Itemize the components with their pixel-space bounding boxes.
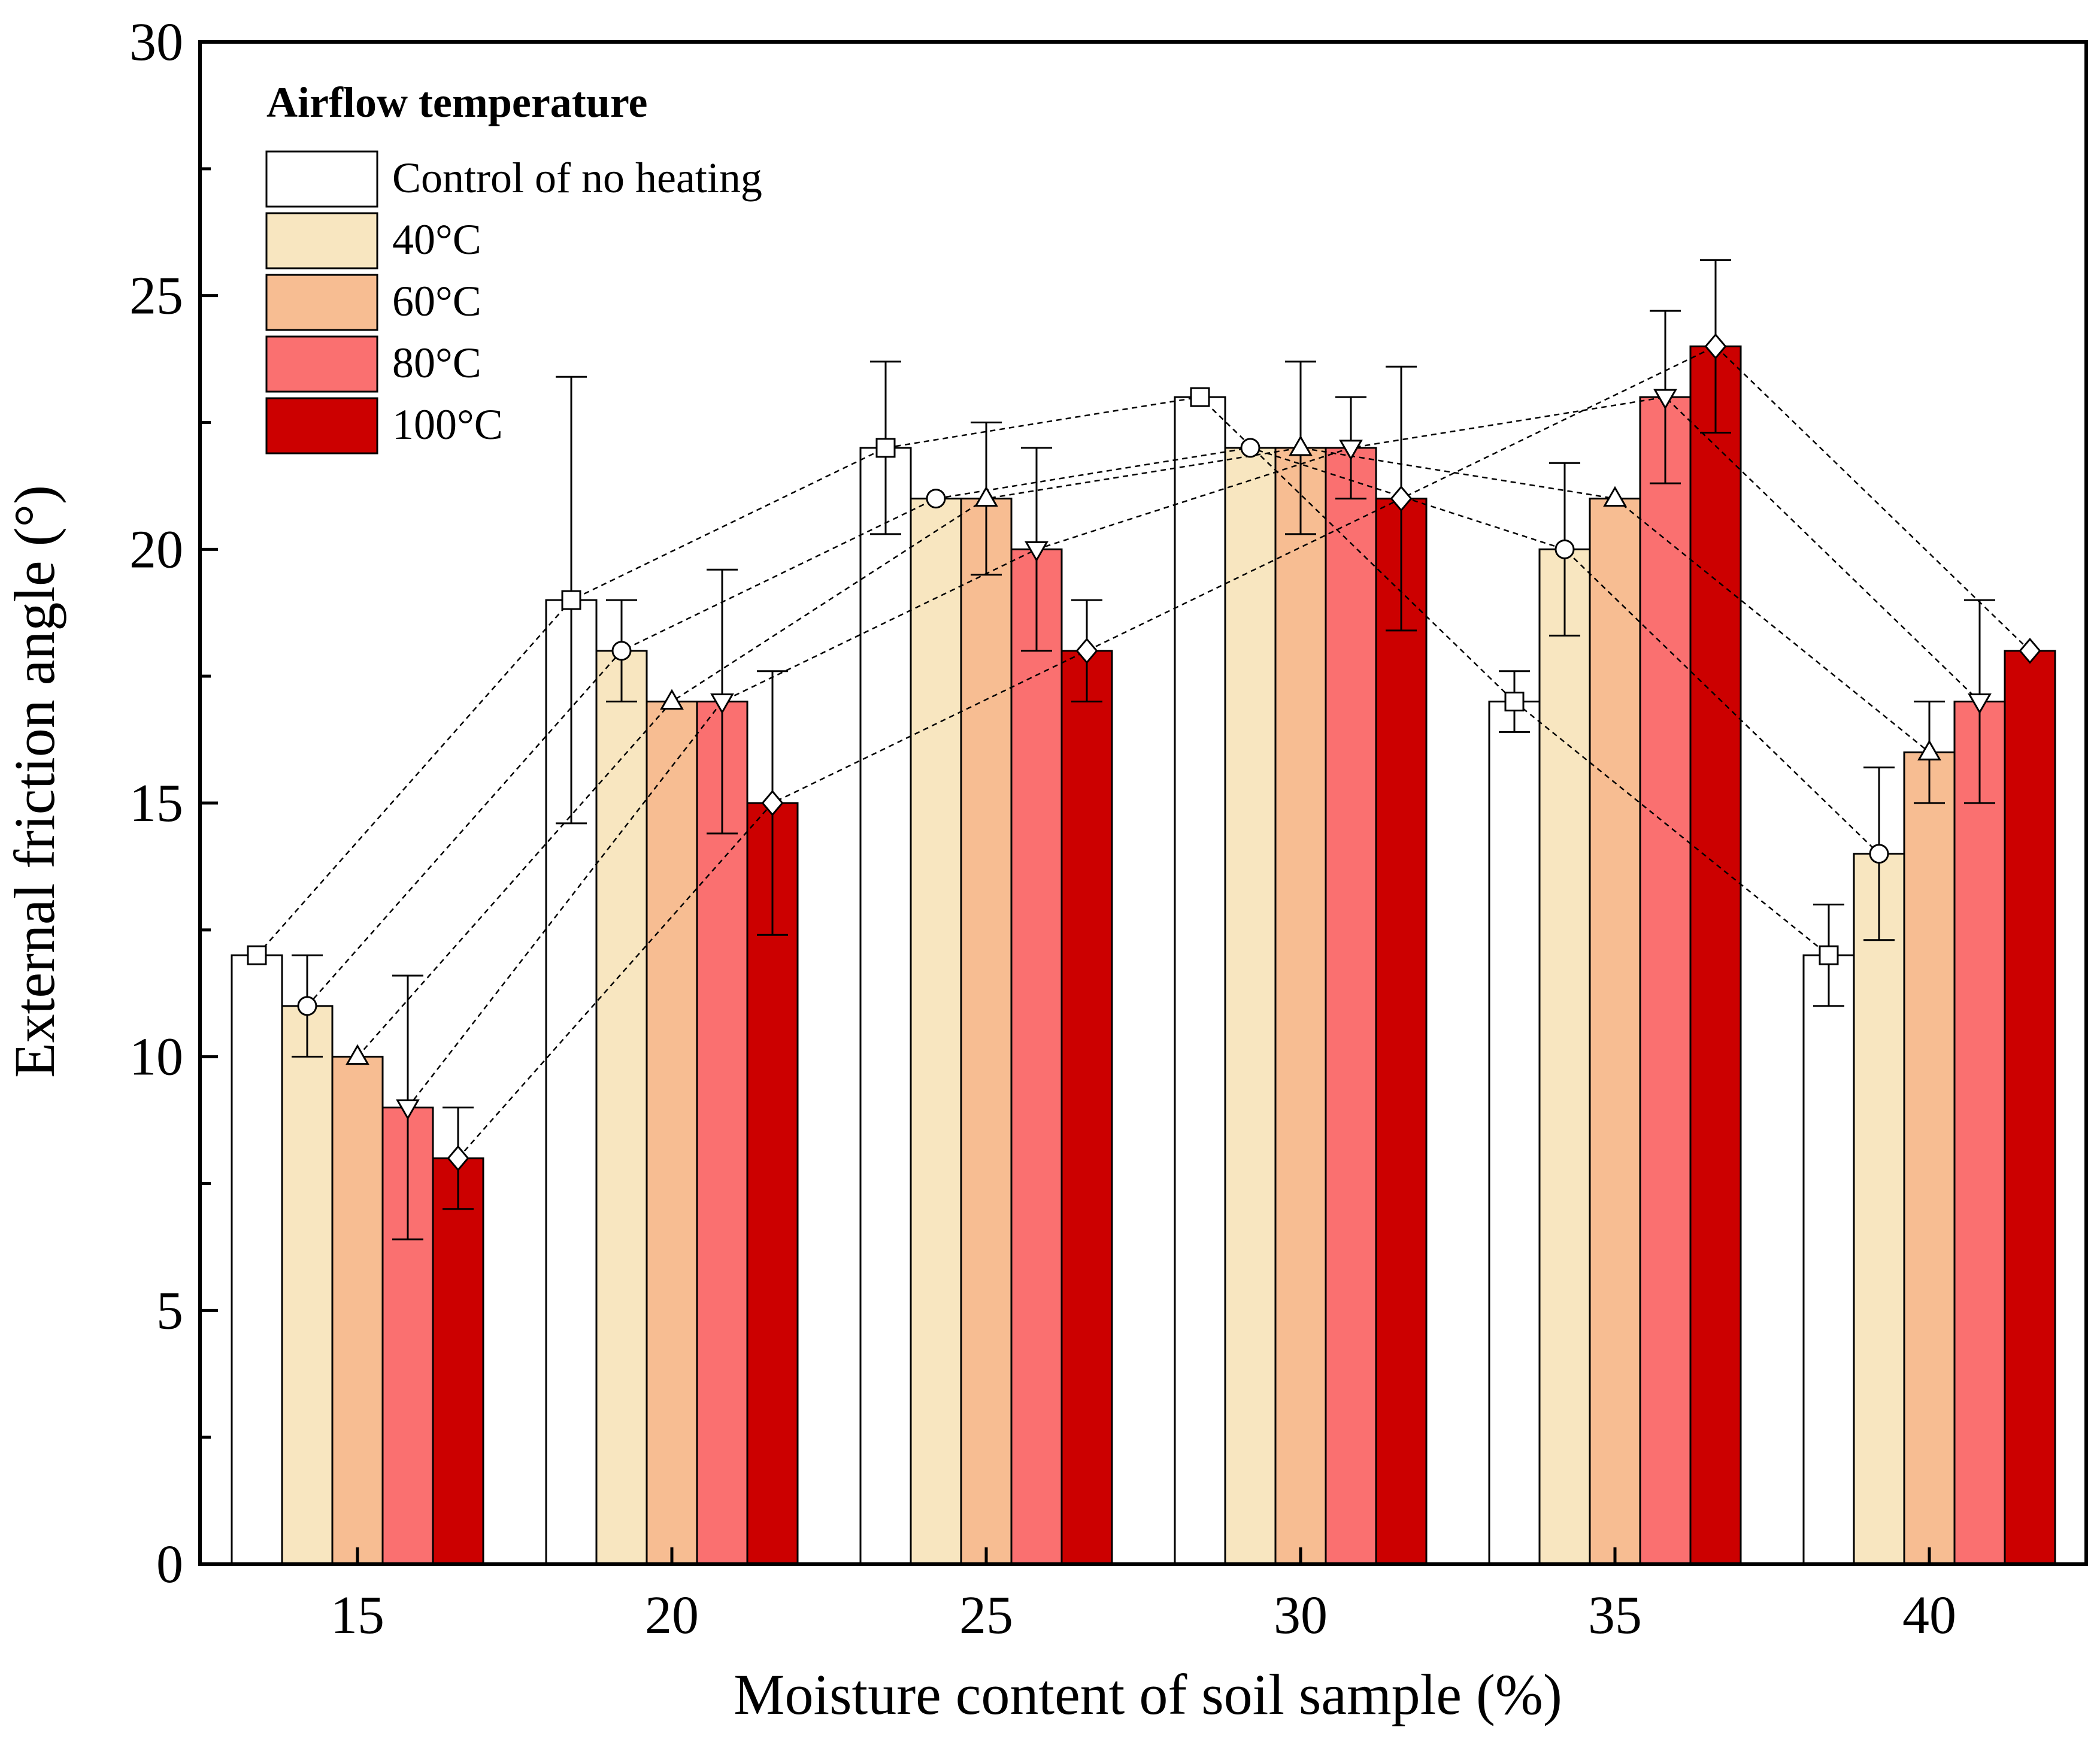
marker-s4-c2 [1075,637,1098,664]
marker-s4-c5 [2019,637,2041,664]
bar-s4-c5 [2004,650,2056,1565]
bar-s1-c4 [1538,548,1591,1565]
marker-s0-c2 [875,438,896,458]
bar-s1-c5 [1853,853,1905,1565]
bar-s0-c2 [859,447,912,1565]
y-tick-label-10: 10 [129,1028,183,1087]
marker-s3-c3 [1339,440,1363,461]
marker-s1-c5 [1869,844,1889,864]
legend-title: Airflow temperature [266,78,647,126]
bars-layer [231,345,2056,1565]
legend-swatch-2 [265,274,378,331]
legend-label-0: Control of no heating [392,154,762,202]
y-tick-label-0: 0 [156,1535,183,1594]
y-tick-label-20: 20 [129,520,183,579]
marker-s1-c0 [297,996,317,1016]
marker-s1-c3 [1240,438,1260,458]
trend-line-s4 [457,345,2031,1159]
marker-s3-c0 [396,1099,420,1120]
axes-layer: 0 5 10 15 20 25 30 15 20 25 30 35 40 [129,13,2088,1645]
markers-layer [247,333,2041,1171]
bar-s3-c5 [1953,701,2006,1565]
marker-s2-c0 [346,1044,369,1065]
marker-s0-c3 [1190,387,1210,407]
legend-swatch-3 [265,335,378,393]
bar-s1-c3 [1224,447,1277,1565]
legend-swatch-4 [265,397,378,455]
marker-s4-c4 [1704,333,1727,360]
marker-s3-c5 [1968,693,1992,714]
bar-s1-c2 [910,498,962,1565]
bar-s2-c4 [1589,498,1641,1565]
x-tick-label-25: 25 [959,1586,1013,1645]
y-tick-label-30: 30 [129,13,183,72]
marker-s2-c5 [1917,740,1941,761]
trend-lines-layer [256,345,2031,1159]
bar-s2-c3 [1274,447,1327,1565]
y-axis-title: External friction angle (°) [2,485,66,1078]
bar-s4-c4 [1689,345,1742,1565]
marker-s3-c2 [1025,541,1049,562]
x-axis-title: Moisture content of soil sample (%) [734,1662,1562,1726]
bar-s3-c2 [1010,548,1063,1565]
legend-label-4: 100°C [392,401,503,449]
marker-s2-c3 [1289,435,1313,456]
marker-s1-c1 [611,641,632,661]
marker-s2-c4 [1603,486,1627,507]
marker-s0-c0 [247,945,267,965]
bar-s0-c3 [1174,396,1226,1565]
bar-s4-c2 [1060,650,1113,1565]
marker-s0-c4 [1504,692,1525,712]
bar-s2-c5 [1903,751,1956,1565]
y-tick-label-15: 15 [129,774,183,833]
bar-s1-c0 [281,1005,334,1565]
legend-label-1: 40°C [392,216,481,263]
trend-line-s1 [307,447,1880,1007]
trend-line-s0 [256,396,1829,956]
y-tick-label-25: 25 [129,266,183,326]
legend: Airflow temperature Control of no heatin… [265,78,762,455]
bar-s4-c1 [746,802,799,1565]
x-tick-label-35: 35 [1588,1586,1642,1645]
legend-swatch-0 [265,150,378,208]
bar-s0-c4 [1488,701,1541,1565]
bar-s4-c3 [1375,498,1428,1565]
bar-s2-c2 [960,498,1013,1565]
trend-line-s2 [357,447,1930,1058]
bar-s3-c3 [1325,447,1377,1565]
marker-s0-c5 [1819,945,1839,965]
bar-s0-c5 [1802,954,1855,1565]
marker-s1-c2 [926,489,946,509]
marker-s2-c1 [660,689,684,710]
bar-s0-c0 [231,954,283,1565]
legend-label-2: 60°C [392,277,481,325]
x-tick-label-40: 40 [1902,1586,1956,1645]
marker-s3-c4 [1653,389,1677,410]
bar-s4-c0 [432,1157,484,1565]
marker-s3-c1 [710,693,734,714]
marker-s4-c1 [761,790,784,816]
x-tick-label-15: 15 [331,1586,384,1645]
marker-s1-c4 [1554,539,1575,559]
bar-s1-c1 [595,650,648,1565]
bar-s3-c4 [1639,396,1692,1565]
y-tick-label-5: 5 [156,1281,183,1340]
bar-s2-c1 [646,701,698,1565]
legend-label-3: 80°C [392,339,481,387]
marker-s2-c2 [974,486,998,507]
marker-s4-c3 [1390,485,1413,512]
trend-line-s3 [407,396,1980,1108]
legend-swatch-1 [265,212,378,269]
x-tick-label-30: 30 [1274,1586,1328,1645]
marker-s4-c0 [447,1145,469,1171]
x-tick-label-20: 20 [645,1586,699,1645]
marker-s0-c1 [561,590,581,610]
bar-s2-c0 [331,1056,384,1565]
